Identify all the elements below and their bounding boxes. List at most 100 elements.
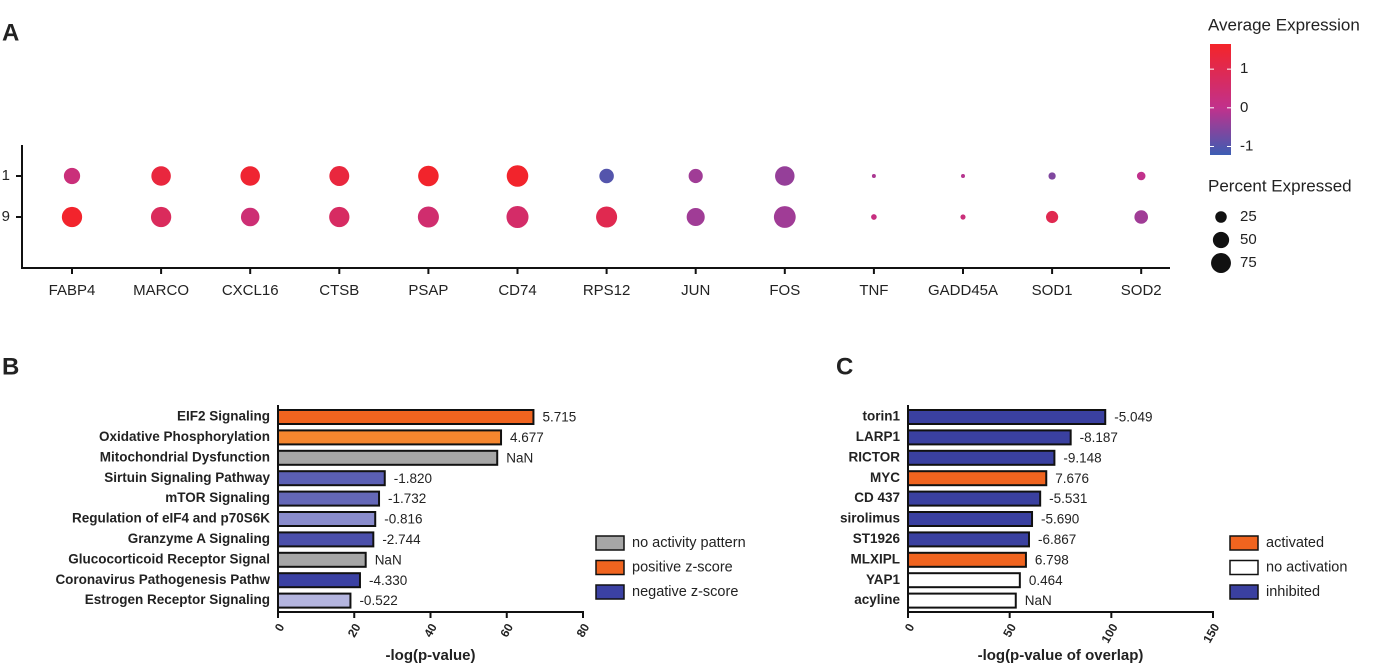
x-tick-label: FOS: [769, 282, 800, 299]
category-label: torin1: [862, 409, 900, 424]
dot: [775, 166, 795, 186]
category-label: RICTOR: [848, 449, 900, 464]
x-tick-label: CXCL16: [222, 282, 279, 299]
bar: [277, 490, 381, 507]
bar: [907, 449, 1056, 466]
bar: [907, 470, 1048, 487]
bar-label: 7.676: [1055, 471, 1089, 486]
bar: [907, 511, 1034, 527]
dot: [871, 174, 876, 178]
size-legend-dot: [1215, 211, 1227, 223]
dot: [1136, 171, 1146, 181]
bar-label: -0.816: [384, 512, 422, 527]
color-bar: [1210, 44, 1231, 155]
dot: [871, 214, 877, 220]
legend-label: no activity pattern: [632, 535, 746, 551]
legend-swatch: [1229, 584, 1259, 600]
category-label: CD 437: [854, 490, 900, 505]
dot: [960, 214, 966, 220]
bar: [277, 531, 375, 548]
bar: [907, 429, 1072, 446]
x-tick-label: CD74: [498, 282, 536, 299]
panel-label: B: [2, 353, 19, 380]
category-label: Granzyme A Signaling: [128, 531, 270, 546]
bar: [277, 592, 352, 609]
legend-swatch: [595, 535, 625, 551]
bar-label: -1.820: [394, 471, 432, 486]
x-tick-label: 50: [1000, 621, 1019, 640]
category-label: Sirtuin Signaling Pathway: [104, 470, 270, 485]
x-tick-label: SOD1: [1032, 282, 1073, 299]
bar-label: -5.049: [1114, 410, 1152, 425]
dot: [240, 207, 260, 227]
dot: [240, 166, 260, 186]
color-tick-label: -1: [1240, 137, 1253, 154]
y-tick-label: 1: [2, 167, 10, 184]
bar-label: -6.867: [1038, 532, 1076, 547]
dot: [596, 206, 618, 228]
color-tick-label: 1: [1240, 60, 1248, 77]
dot: [688, 168, 703, 184]
bar-label: 5.715: [542, 410, 576, 425]
size-legend-label: 25: [1240, 208, 1257, 225]
bar-label: -4.330: [369, 573, 407, 588]
bar-label: -5.690: [1041, 512, 1079, 527]
x-tick-label: 0: [902, 621, 918, 634]
panel-label: A: [2, 19, 19, 46]
dot: [686, 207, 705, 227]
x-tick-label: 60: [497, 621, 516, 640]
x-tick-label: PSAP: [408, 282, 448, 299]
bar: [277, 449, 499, 466]
bar-label: NaN: [506, 450, 533, 465]
dot: [773, 206, 796, 228]
legend-title: Average Expression: [1208, 15, 1360, 34]
category-label: YAP1: [866, 572, 901, 587]
dot: [61, 206, 83, 228]
x-tick-label: 0: [272, 621, 288, 634]
dot: [1134, 210, 1149, 224]
legend-title: Percent Expressed: [1208, 176, 1352, 195]
bar: [277, 409, 535, 425]
category-label: MYC: [870, 470, 900, 485]
legend-swatch: [595, 584, 625, 600]
dot: [417, 206, 439, 228]
x-tick-label: MARCO: [133, 282, 189, 299]
dot: [150, 206, 172, 228]
size-legend-dot: [1211, 253, 1231, 273]
dot: [506, 165, 529, 187]
legend-label: positive z-score: [632, 559, 733, 575]
bar: [277, 551, 367, 568]
bar-label: 6.798: [1035, 552, 1069, 567]
bar-label: -5.531: [1049, 491, 1087, 506]
bar-label: NaN: [375, 552, 402, 567]
category-label: LARP1: [856, 429, 901, 444]
size-legend-label: 75: [1240, 254, 1257, 271]
dot: [151, 166, 171, 186]
bar: [907, 490, 1042, 507]
dot: [63, 167, 81, 185]
size-legend-label: 50: [1240, 231, 1257, 248]
x-axis-label: -log(p-value of overlap): [978, 647, 1144, 664]
category-label: Mitochondrial Dysfunction: [100, 449, 270, 464]
bar: [277, 511, 377, 527]
bar-label: -9.148: [1063, 450, 1101, 465]
x-tick-label: 20: [345, 621, 364, 640]
category-label: sirolimus: [840, 511, 900, 526]
x-tick-label: 100: [1099, 621, 1121, 646]
bar-label: -2.744: [382, 532, 421, 547]
legend-label: activated: [1266, 535, 1324, 551]
category-label: acyline: [854, 592, 900, 607]
category-label: Regulation of eIF4 and p70S6K: [72, 511, 270, 526]
bar: [277, 470, 386, 487]
x-tick-label: 40: [421, 621, 440, 640]
bar: [907, 531, 1030, 548]
legend-label: inhibited: [1266, 584, 1320, 600]
category-label: Glucocorticoid Receptor Signal: [68, 551, 270, 566]
bar: [907, 572, 1021, 589]
bar: [277, 429, 503, 446]
dot: [329, 166, 350, 186]
y-tick-label: 9: [2, 208, 10, 225]
bar: [277, 572, 361, 589]
x-tick-label: 150: [1200, 621, 1222, 646]
